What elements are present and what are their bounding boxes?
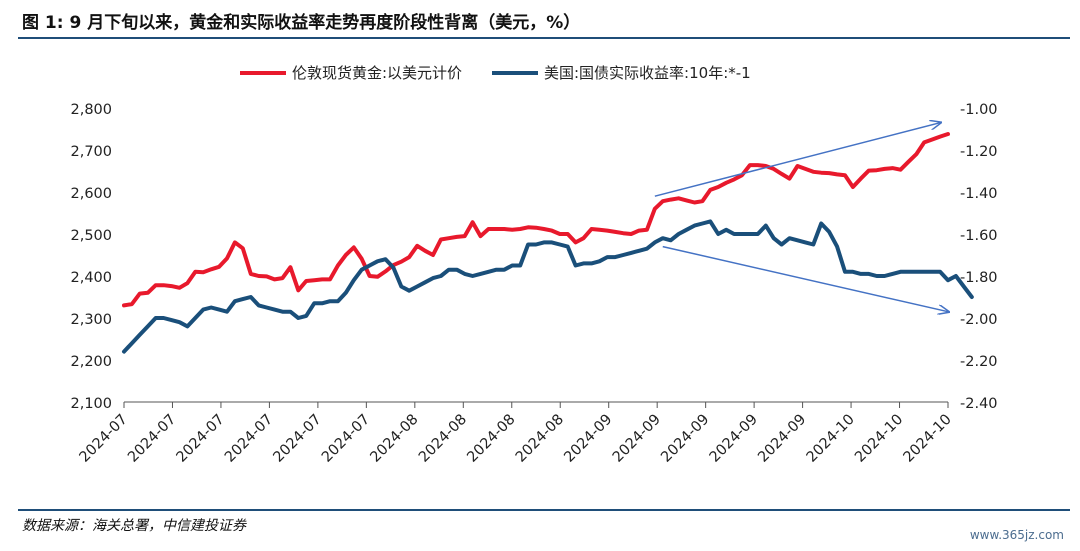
trend-arrow-down (662, 245, 948, 312)
y-left-tick-label: 2,800 (70, 102, 112, 118)
top-rule (18, 37, 1070, 39)
series-lines (122, 132, 974, 354)
y-left-tick-label: 2,400 (70, 270, 112, 286)
axes: 2,800 2,700 2,600 2,500 2,400 2,300 2,200 2,100… (70, 102, 997, 466)
x-tick-label: 2024-10 (901, 412, 955, 466)
source-note: 数据来源：海关总署，中信建投证券 (22, 518, 246, 534)
y-right-tick-label: -1.20 (960, 144, 998, 160)
x-tick-label: 2024-07 (319, 412, 373, 466)
y-right-tick-label: -1.60 (960, 228, 998, 244)
x-tick-label: 2024-07 (222, 412, 276, 466)
watermark: www.365jz.com (969, 528, 1064, 542)
y-left-tick-label: 2,100 (70, 396, 112, 412)
x-tick-label: 2024-08 (367, 412, 421, 466)
annotations (654, 123, 948, 312)
legend: 伦敦现货黄金:以美元计价 美国:国债实际收益率:10年:*-1 (240, 64, 751, 82)
x-tick-label: 2024-09 (658, 412, 712, 466)
y-right-tick-label: -2.20 (960, 354, 998, 370)
legend-label-yield: 美国:国债实际收益率:10年:*-1 (544, 64, 751, 82)
y-right-tick-label: -1.40 (960, 186, 998, 202)
y-left-tick-label: 2,200 (70, 354, 112, 370)
x-tick-label: 2024-07 (125, 412, 179, 466)
x-tick-label: 2024-10 (852, 412, 906, 466)
x-tick-label: 2024-09 (610, 412, 664, 466)
x-tick-label: 2024-09 (561, 412, 615, 466)
x-tick-label: 2024-09 (707, 412, 761, 466)
figure-title: 图 1: 9 月下旬以来，黄金和实际收益率走势再度阶段性背离（美元，%） (22, 13, 581, 33)
series-line-real-yield (122, 219, 974, 354)
trend-arrow-up (654, 123, 940, 197)
bottom-rule (18, 509, 1070, 511)
x-tick-label: 2024-07 (271, 412, 325, 466)
x-tick-label: 2024-10 (804, 412, 858, 466)
y-right-tick-label: -1.80 (960, 270, 998, 286)
x-tick-label: 2024-09 (755, 412, 809, 466)
series-line-gold (122, 132, 950, 308)
y-left-tick-label: 2,300 (70, 312, 112, 328)
y-left-tick-label: 2,600 (70, 186, 112, 202)
x-tick-label: 2024-07 (77, 412, 131, 466)
y-right-tick-label: -2.00 (960, 312, 998, 328)
x-tick-label: 2024-08 (464, 412, 518, 466)
y-left-tick-label: 2,500 (70, 228, 112, 244)
x-tick-label: 2024-08 (416, 412, 470, 466)
y-right-tick-label: -2.40 (960, 396, 998, 412)
y-left-tick-label: 2,700 (70, 144, 112, 160)
x-tick-label: 2024-08 (513, 412, 567, 466)
legend-label-gold: 伦敦现货黄金:以美元计价 (292, 64, 462, 82)
x-tick-label: 2024-07 (174, 412, 228, 466)
y-right-tick-label: -1.00 (960, 102, 998, 118)
